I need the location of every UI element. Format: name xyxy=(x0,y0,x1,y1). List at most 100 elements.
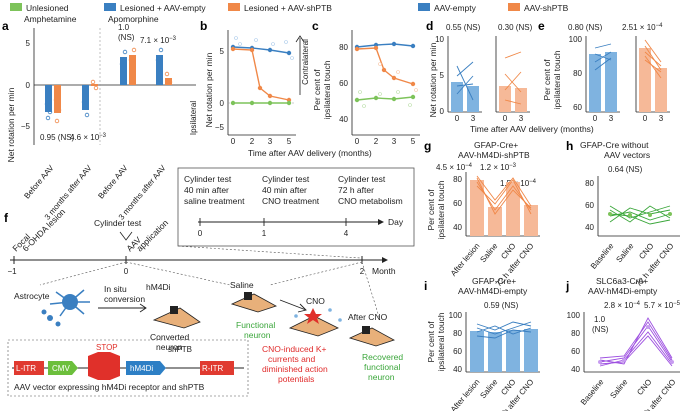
panel-f-after-cno: After CNO xyxy=(348,312,388,322)
panel-c-xtick: 5 xyxy=(411,137,416,146)
panel-label-c: c xyxy=(312,19,319,33)
panel-e-stat1: 0.80 (NS) xyxy=(568,23,603,32)
panel-c: c Per cent of ipsilateral touch 80 60 40… xyxy=(248,19,420,158)
legend-aav-shptb: AAV-shPTB xyxy=(524,3,569,13)
panel-g: g GFAP-Cre+ AAV-hM4Di-shPTB 4.5 × 10−4 1… xyxy=(424,139,540,289)
panel-a-xlabel: Before AAV xyxy=(22,163,56,201)
panel-e-stat2: 2.51 × 10−4 xyxy=(622,23,663,32)
panel-f-cno-effect2: currents and xyxy=(268,354,316,364)
panel-a-bar-empty-amph-after xyxy=(82,85,89,110)
panel-f-col1-line3: saline treatment xyxy=(184,196,245,206)
legend-aav-empty: AAV-empty xyxy=(434,3,477,13)
panel-i-bar xyxy=(488,332,502,372)
panel-d-stat1: 0.55 (NS) xyxy=(446,23,481,32)
panel-f-month-tick-label: 0 xyxy=(124,267,129,276)
panel-h-ytick: 80 xyxy=(585,179,594,188)
panel-g-stat1: 4.5 × 10−4 xyxy=(436,163,473,172)
panel-label-b: b xyxy=(200,19,207,33)
panel-d-stat2: 0.30 (NS) xyxy=(498,23,533,32)
panel-i-bar xyxy=(470,331,484,372)
panel-c-points-shptb xyxy=(354,45,416,87)
panel-j-xtick: Saline xyxy=(608,377,630,400)
panel-g-stat2: 1.2 × 10−3 xyxy=(480,163,517,172)
panel-b: b Net rotation per min 5 0 −5 0 2 3 5 Co… xyxy=(189,19,310,146)
panel-d-xtick: 0 xyxy=(455,114,460,123)
panel-label-d: d xyxy=(426,19,433,33)
panel-e-bar-shptb-3 xyxy=(655,68,667,112)
panel-e-bar-shptb-0 xyxy=(639,48,651,112)
panel-a-bar-shptb-amph-after xyxy=(91,84,98,86)
panel-f-dash xyxy=(39,261,127,286)
panel-b-ytick: −5 xyxy=(215,123,225,132)
panel-e: e Per cent of ipsilateral touch 0.80 (NS… xyxy=(470,19,670,134)
panel-f-recovered2: functional xyxy=(364,362,400,372)
panel-h-ytick: 60 xyxy=(585,201,594,210)
panel-d-paired-lines-shptb xyxy=(504,51,522,105)
panel-f-vector-ritr xyxy=(200,361,234,375)
panel-e-ytick: 60 xyxy=(573,103,582,112)
panel-f-converted1: Converted xyxy=(150,332,189,342)
panel-a-amphetamine-label: Amphetamine xyxy=(24,14,77,24)
legend-swatch-unlesioned xyxy=(10,3,22,11)
panel-h-xtick: Saline xyxy=(614,241,636,264)
panel-i-ytick: 80 xyxy=(453,329,462,338)
panel-g-xtick: Saline xyxy=(478,241,500,264)
legend-swatch-aav-shptb xyxy=(508,3,520,11)
panel-a-apomorphine-label: Apomorphine xyxy=(108,14,159,24)
panel-j-ytick: 40 xyxy=(571,365,580,374)
panel-f-month-arrow-icon xyxy=(382,257,388,263)
panel-f-vector-box xyxy=(7,339,249,397)
panel-f-vector-stop-icon xyxy=(88,352,120,380)
panel-h-ytick: 40 xyxy=(585,223,594,232)
panel-f-day-tick-label: 4 xyxy=(344,229,349,238)
panel-a-xlabel: Before AAV xyxy=(96,163,130,201)
panel-i-bar xyxy=(506,330,520,372)
panel-f-month-label: Month xyxy=(372,266,396,276)
panel-d: d Net rotation per min 0.55 (NS) 0.30 (N… xyxy=(426,19,533,123)
panel-f-zoom-line xyxy=(177,245,361,259)
panel-a-ylabel: Net rotation per min xyxy=(6,87,16,162)
panel-j-stat-a2: (NS) xyxy=(592,325,609,334)
panel-f-cno-effect4: potentials xyxy=(278,374,314,384)
panel-f-vector-hm4di xyxy=(126,361,166,375)
panel-f-conversion1: In situ xyxy=(104,284,127,294)
panel-f-vector-cmv xyxy=(48,361,78,375)
panel-b-line-shptb xyxy=(232,48,290,101)
panel-a-bar-empty-apo-before xyxy=(120,57,127,85)
panel-h-title2: AAV vectors xyxy=(604,150,650,160)
cno-neuron-icon xyxy=(288,308,342,337)
panel-f-hm4di: hM4Di xyxy=(146,282,171,292)
panel-label-h: h xyxy=(566,139,573,153)
panel-label-a: a xyxy=(2,19,9,33)
panel-f-col1-line1: Cylinder test xyxy=(184,174,232,184)
panel-g-title2: AAV-hM4Di-shPTB xyxy=(458,150,530,160)
panel-f-col2-line3: CNO treatment xyxy=(262,196,320,206)
panel-f-day-tick-label: 1 xyxy=(262,229,267,238)
panel-f-vector-ltr-label: L-ITR xyxy=(16,364,36,373)
panel-e-bar-empty-3 xyxy=(605,52,617,112)
panel-c-xtick: 2 xyxy=(374,137,379,146)
panel-d-ytick: 10 xyxy=(435,35,444,44)
panel-i-xtick: After lesion xyxy=(449,378,482,411)
panel-a-ytick: 5 xyxy=(26,39,31,48)
panel-c-ytick: 40 xyxy=(339,115,348,124)
panel-b-raw-points xyxy=(234,36,294,60)
panel-h-lines xyxy=(609,205,671,225)
legend-unlesioned: Unlesioned xyxy=(26,3,69,13)
panel-j-title2: AAV-hM4Di-empty xyxy=(588,286,658,296)
panel-a-stat-right1a: 1.0 xyxy=(118,23,130,32)
panel-i-ytick: 40 xyxy=(453,365,462,374)
panel-b-points-shptb xyxy=(230,46,292,103)
panel-f-vector-cmv-label: CMV xyxy=(52,364,70,373)
panel-f-vector-shptb-label: shPTB xyxy=(168,345,192,354)
panel-g-bar xyxy=(506,182,520,236)
panel-f-protocol-box xyxy=(177,167,415,247)
panel-e-ytick: 80 xyxy=(573,69,582,78)
panel-f-functional1: Functional xyxy=(236,320,275,330)
panel-d-ylabel: Net rotation per min xyxy=(428,42,438,117)
panel-j-xtick: CNO xyxy=(635,378,653,397)
panel-d-xtick: 3 xyxy=(471,114,476,123)
legend-lesioned-shptb: Lesioned + AAV-shPTB xyxy=(244,3,332,13)
panel-j-lines xyxy=(599,317,673,367)
panel-g-ytick: 40 xyxy=(453,223,462,232)
